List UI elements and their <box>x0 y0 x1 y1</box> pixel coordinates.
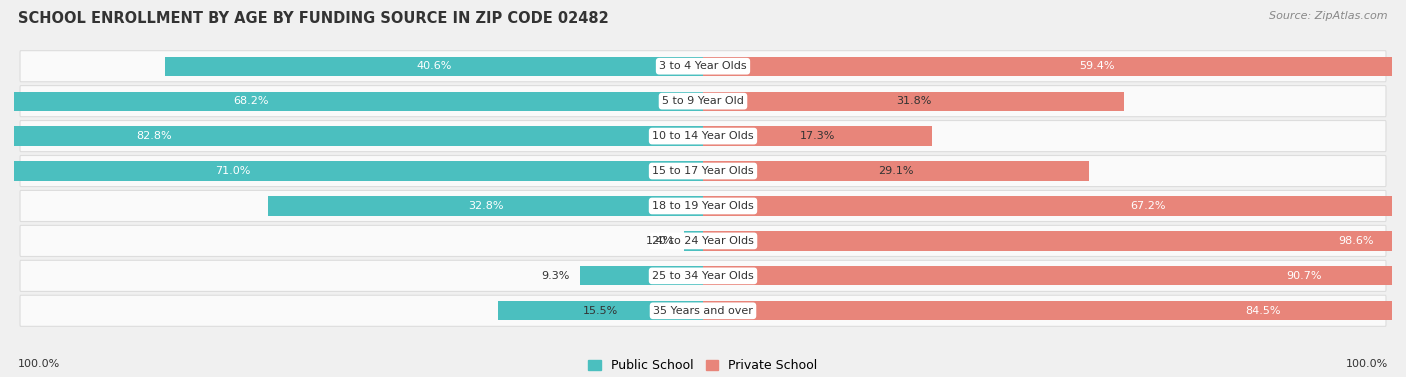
Bar <box>703 231 1406 251</box>
Text: 10 to 14 Year Olds: 10 to 14 Year Olds <box>652 131 754 141</box>
Bar <box>498 301 703 320</box>
FancyBboxPatch shape <box>20 51 1386 82</box>
Text: 25 to 34 Year Olds: 25 to 34 Year Olds <box>652 271 754 281</box>
Bar <box>269 196 703 216</box>
FancyBboxPatch shape <box>20 260 1386 291</box>
Text: 29.1%: 29.1% <box>877 166 914 176</box>
Text: 32.8%: 32.8% <box>468 201 503 211</box>
Text: 84.5%: 84.5% <box>1246 306 1281 316</box>
Text: 15 to 17 Year Olds: 15 to 17 Year Olds <box>652 166 754 176</box>
FancyBboxPatch shape <box>20 190 1386 222</box>
Text: 1.4%: 1.4% <box>645 236 673 246</box>
Text: 35 Years and over: 35 Years and over <box>652 306 754 316</box>
Bar <box>703 266 1406 285</box>
Text: 40.6%: 40.6% <box>416 61 451 71</box>
Text: SCHOOL ENROLLMENT BY AGE BY FUNDING SOURCE IN ZIP CODE 02482: SCHOOL ENROLLMENT BY AGE BY FUNDING SOUR… <box>18 11 609 26</box>
Bar <box>579 266 703 285</box>
FancyBboxPatch shape <box>20 86 1386 117</box>
Bar <box>703 196 1406 216</box>
Text: 98.6%: 98.6% <box>1339 236 1374 246</box>
Text: 20 to 24 Year Olds: 20 to 24 Year Olds <box>652 236 754 246</box>
FancyBboxPatch shape <box>20 225 1386 256</box>
Text: 5 to 9 Year Old: 5 to 9 Year Old <box>662 96 744 106</box>
FancyBboxPatch shape <box>20 155 1386 187</box>
Bar <box>703 161 1088 181</box>
Text: 100.0%: 100.0% <box>18 359 60 369</box>
Text: 18 to 19 Year Olds: 18 to 19 Year Olds <box>652 201 754 211</box>
Text: 9.3%: 9.3% <box>541 271 569 281</box>
Bar <box>685 231 703 251</box>
Text: Source: ZipAtlas.com: Source: ZipAtlas.com <box>1270 11 1388 21</box>
Text: 82.8%: 82.8% <box>136 131 173 141</box>
Text: 15.5%: 15.5% <box>582 306 619 316</box>
Bar <box>703 92 1125 111</box>
Text: 59.4%: 59.4% <box>1078 61 1114 71</box>
Text: 3 to 4 Year Olds: 3 to 4 Year Olds <box>659 61 747 71</box>
Bar <box>703 57 1406 76</box>
Bar <box>0 92 703 111</box>
Bar <box>165 57 703 76</box>
FancyBboxPatch shape <box>20 295 1386 326</box>
Text: 68.2%: 68.2% <box>233 96 269 106</box>
Text: 67.2%: 67.2% <box>1130 201 1166 211</box>
Legend: Public School, Private School: Public School, Private School <box>583 354 823 377</box>
Bar <box>703 126 932 146</box>
Text: 31.8%: 31.8% <box>896 96 931 106</box>
Text: 17.3%: 17.3% <box>800 131 835 141</box>
Text: 100.0%: 100.0% <box>1346 359 1388 369</box>
FancyBboxPatch shape <box>20 121 1386 152</box>
Bar <box>703 301 1406 320</box>
Bar <box>0 161 703 181</box>
Bar <box>0 126 703 146</box>
Text: 90.7%: 90.7% <box>1286 271 1322 281</box>
Text: 71.0%: 71.0% <box>215 166 250 176</box>
